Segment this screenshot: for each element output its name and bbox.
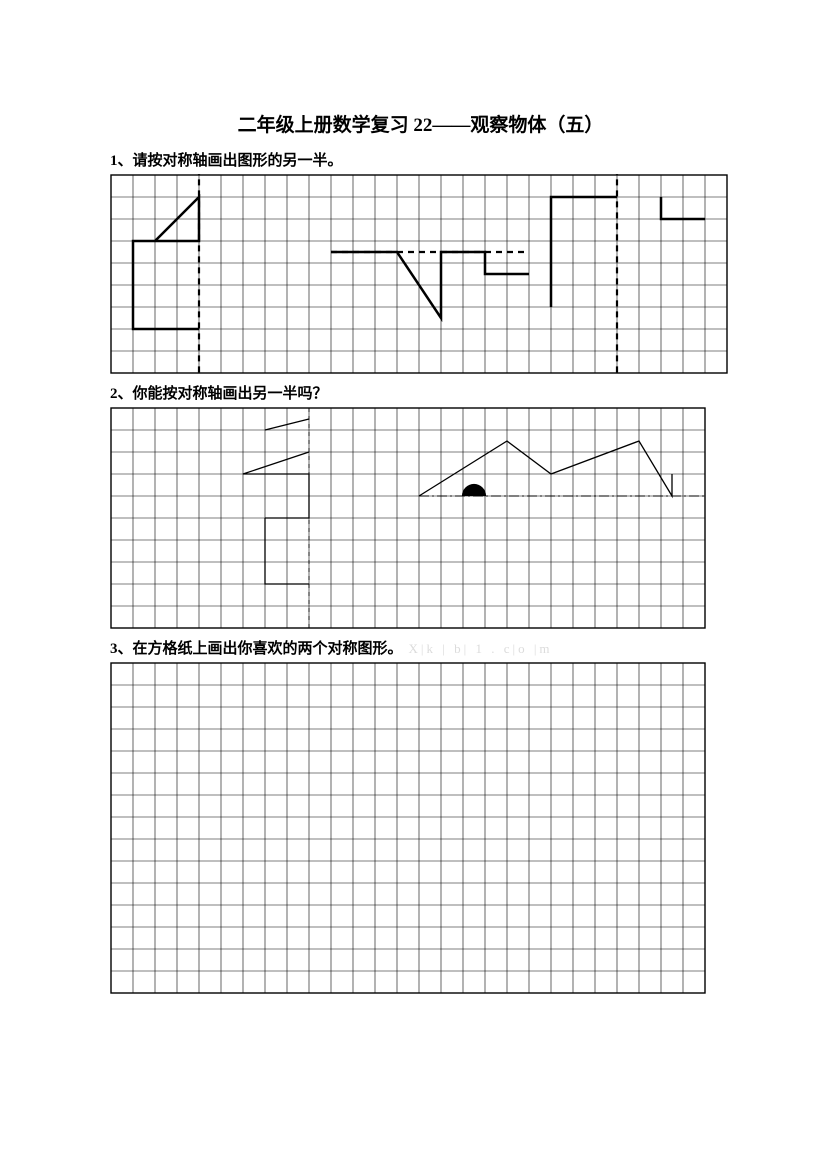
question-2: 2、你能按对称轴画出另一半吗？ bbox=[110, 382, 731, 403]
question-1: 1、请按对称轴画出图形的另一半。 bbox=[110, 149, 731, 170]
question-3-text: 3、在方格纸上画出你喜欢的两个对称图形。 bbox=[110, 641, 403, 657]
page-title: 二年级上册数学复习 22——观察物体（五） bbox=[110, 110, 731, 137]
figure-1 bbox=[110, 174, 731, 374]
question-3: 3、在方格纸上画出你喜欢的两个对称图形。 X|k | b| 1 . c|o |m bbox=[110, 637, 731, 658]
figure-2 bbox=[110, 407, 731, 629]
figure-3 bbox=[110, 662, 731, 994]
watermark-text: X|k | b| 1 . c|o |m bbox=[409, 641, 553, 656]
